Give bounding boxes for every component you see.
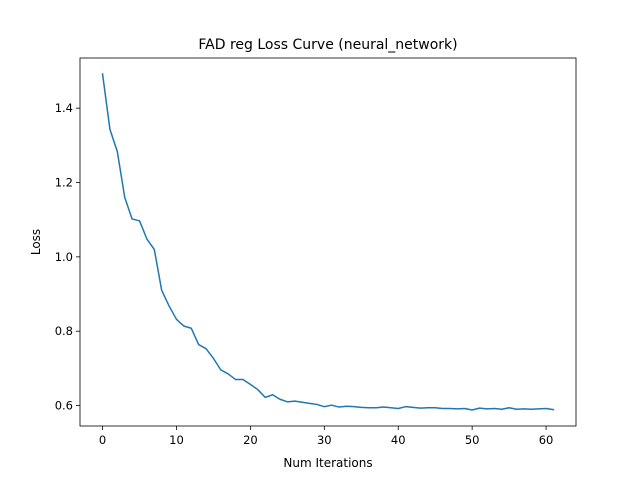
y-tick-label: 1.4 (55, 101, 73, 115)
plot-frame (79, 57, 577, 427)
x-tick-label: 10 (169, 433, 184, 447)
x-tick-label: 30 (317, 433, 332, 447)
y-tick-label: 1.0 (55, 250, 73, 264)
y-tick-label: 0.6 (55, 399, 73, 413)
x-tick-label: 40 (391, 433, 406, 447)
loss-series-line (101, 73, 555, 411)
y-tick-label: 1.2 (55, 176, 73, 190)
chart-title: FAD reg Loss Curve (neural_network) (198, 37, 457, 53)
x-tick-label: 0 (99, 433, 106, 447)
x-tick-label: 20 (243, 433, 258, 447)
x-tick-label: 60 (539, 433, 554, 447)
y-axis-label: Loss (29, 229, 43, 255)
x-axis-label: Num Iterations (283, 456, 372, 470)
y-tick-label: 0.8 (55, 324, 73, 338)
x-tick-label: 50 (465, 433, 480, 447)
x-axis-ticks: 0 10 20 30 40 50 60 (99, 426, 554, 447)
y-axis-ticks: 0.6 0.8 1.0 1.2 1.4 (55, 101, 80, 413)
series-layer (101, 73, 555, 411)
